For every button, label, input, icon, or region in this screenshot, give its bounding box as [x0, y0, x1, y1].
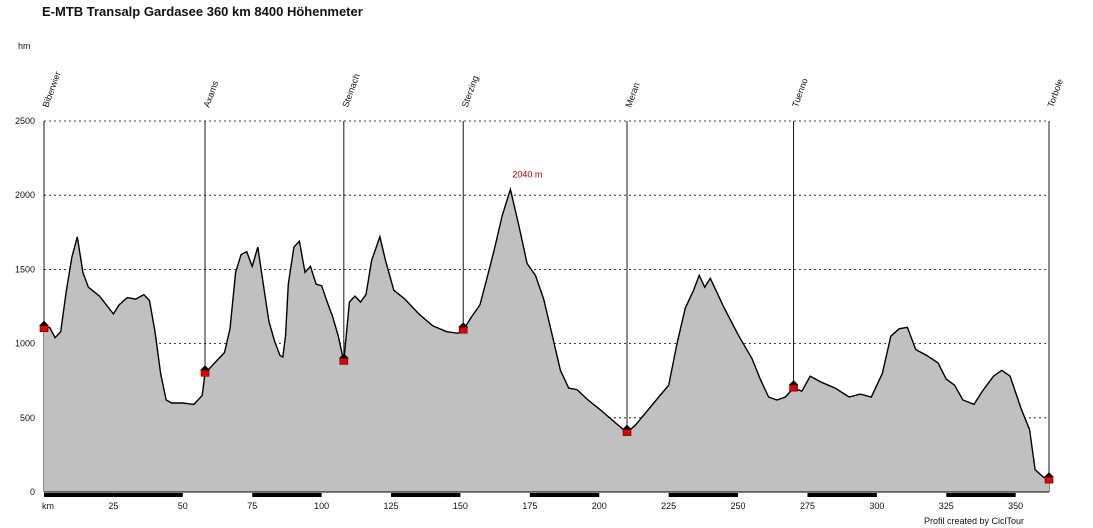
- x-tick-label: 175: [522, 501, 537, 511]
- chart-title: E-MTB Transalp Gardasee 360 km 8400 Höhe…: [42, 4, 363, 19]
- x-tick-label: 225: [661, 501, 676, 511]
- elevation-area: [43, 186, 1050, 493]
- elevation-line: [43, 186, 1050, 481]
- scale-bar-segment: [668, 493, 739, 497]
- hut-marker-icon: [39, 320, 49, 333]
- x-tick-label: 300: [869, 501, 884, 511]
- place-label: Tuenno: [790, 77, 810, 109]
- scale-bar-segment: [391, 493, 461, 497]
- x-tick-label: 125: [384, 501, 399, 511]
- y-tick-label: 2000: [15, 190, 35, 200]
- scale-bar-segment: [807, 493, 877, 497]
- credit-text: Profil created by CiclTour: [924, 516, 1024, 526]
- place-label: Steinach: [340, 72, 361, 108]
- x-tick-label: 350: [1008, 501, 1023, 511]
- place-label: Axams: [202, 79, 221, 109]
- y-tick-label: 500: [20, 413, 35, 423]
- elevation-fill: [44, 189, 1049, 493]
- place-label: Sterzing: [460, 74, 481, 108]
- x-tick-label: 275: [800, 501, 815, 511]
- place-label: Biberwier: [40, 70, 62, 109]
- hut-marker-icon: [200, 365, 211, 377]
- peak-label: 2040 m: [512, 169, 542, 179]
- x-tick-label: 25: [108, 501, 118, 511]
- place-label: Torbole: [1045, 78, 1064, 109]
- y-unit-label: hm: [18, 41, 31, 51]
- x-tick-label: 75: [247, 501, 257, 511]
- scale-bar-segment: [946, 493, 1016, 497]
- y-tick-label: 1000: [15, 339, 35, 349]
- hut-marker-icon: [1044, 472, 1054, 484]
- scale-bar-segment: [529, 493, 600, 497]
- grid-lines: [43, 120, 1050, 492]
- y-axis-ticks: 0 500 1000 1500 2000 2500: [15, 116, 35, 497]
- x-unit-label: km: [42, 501, 54, 511]
- place-label: Meran: [623, 81, 641, 108]
- hut-marker-icon: [338, 353, 349, 365]
- y-tick-label: 2500: [15, 116, 35, 126]
- scale-bar-segment: [44, 493, 114, 497]
- x-tick-label: 325: [939, 501, 954, 511]
- scale-bar-segment: [113, 493, 183, 497]
- x-tick-label: 250: [731, 501, 746, 511]
- x-tick-label: 200: [592, 501, 607, 511]
- x-tick-label: 50: [178, 501, 188, 511]
- hut-marker-icon: [458, 322, 469, 334]
- x-axis-ticks: km 25 50 75 100 125 150 175 200 225 250 275 300 325 3…: [42, 493, 1023, 511]
- hut-marker-icon: [788, 380, 799, 392]
- scale-bar-segment: [252, 493, 322, 497]
- x-tick-label: 150: [453, 501, 468, 511]
- x-tick-label: 100: [314, 501, 329, 511]
- y-tick-label: 1500: [15, 264, 35, 274]
- hut-marker-icon: [622, 424, 633, 436]
- y-tick-label: 0: [30, 487, 35, 497]
